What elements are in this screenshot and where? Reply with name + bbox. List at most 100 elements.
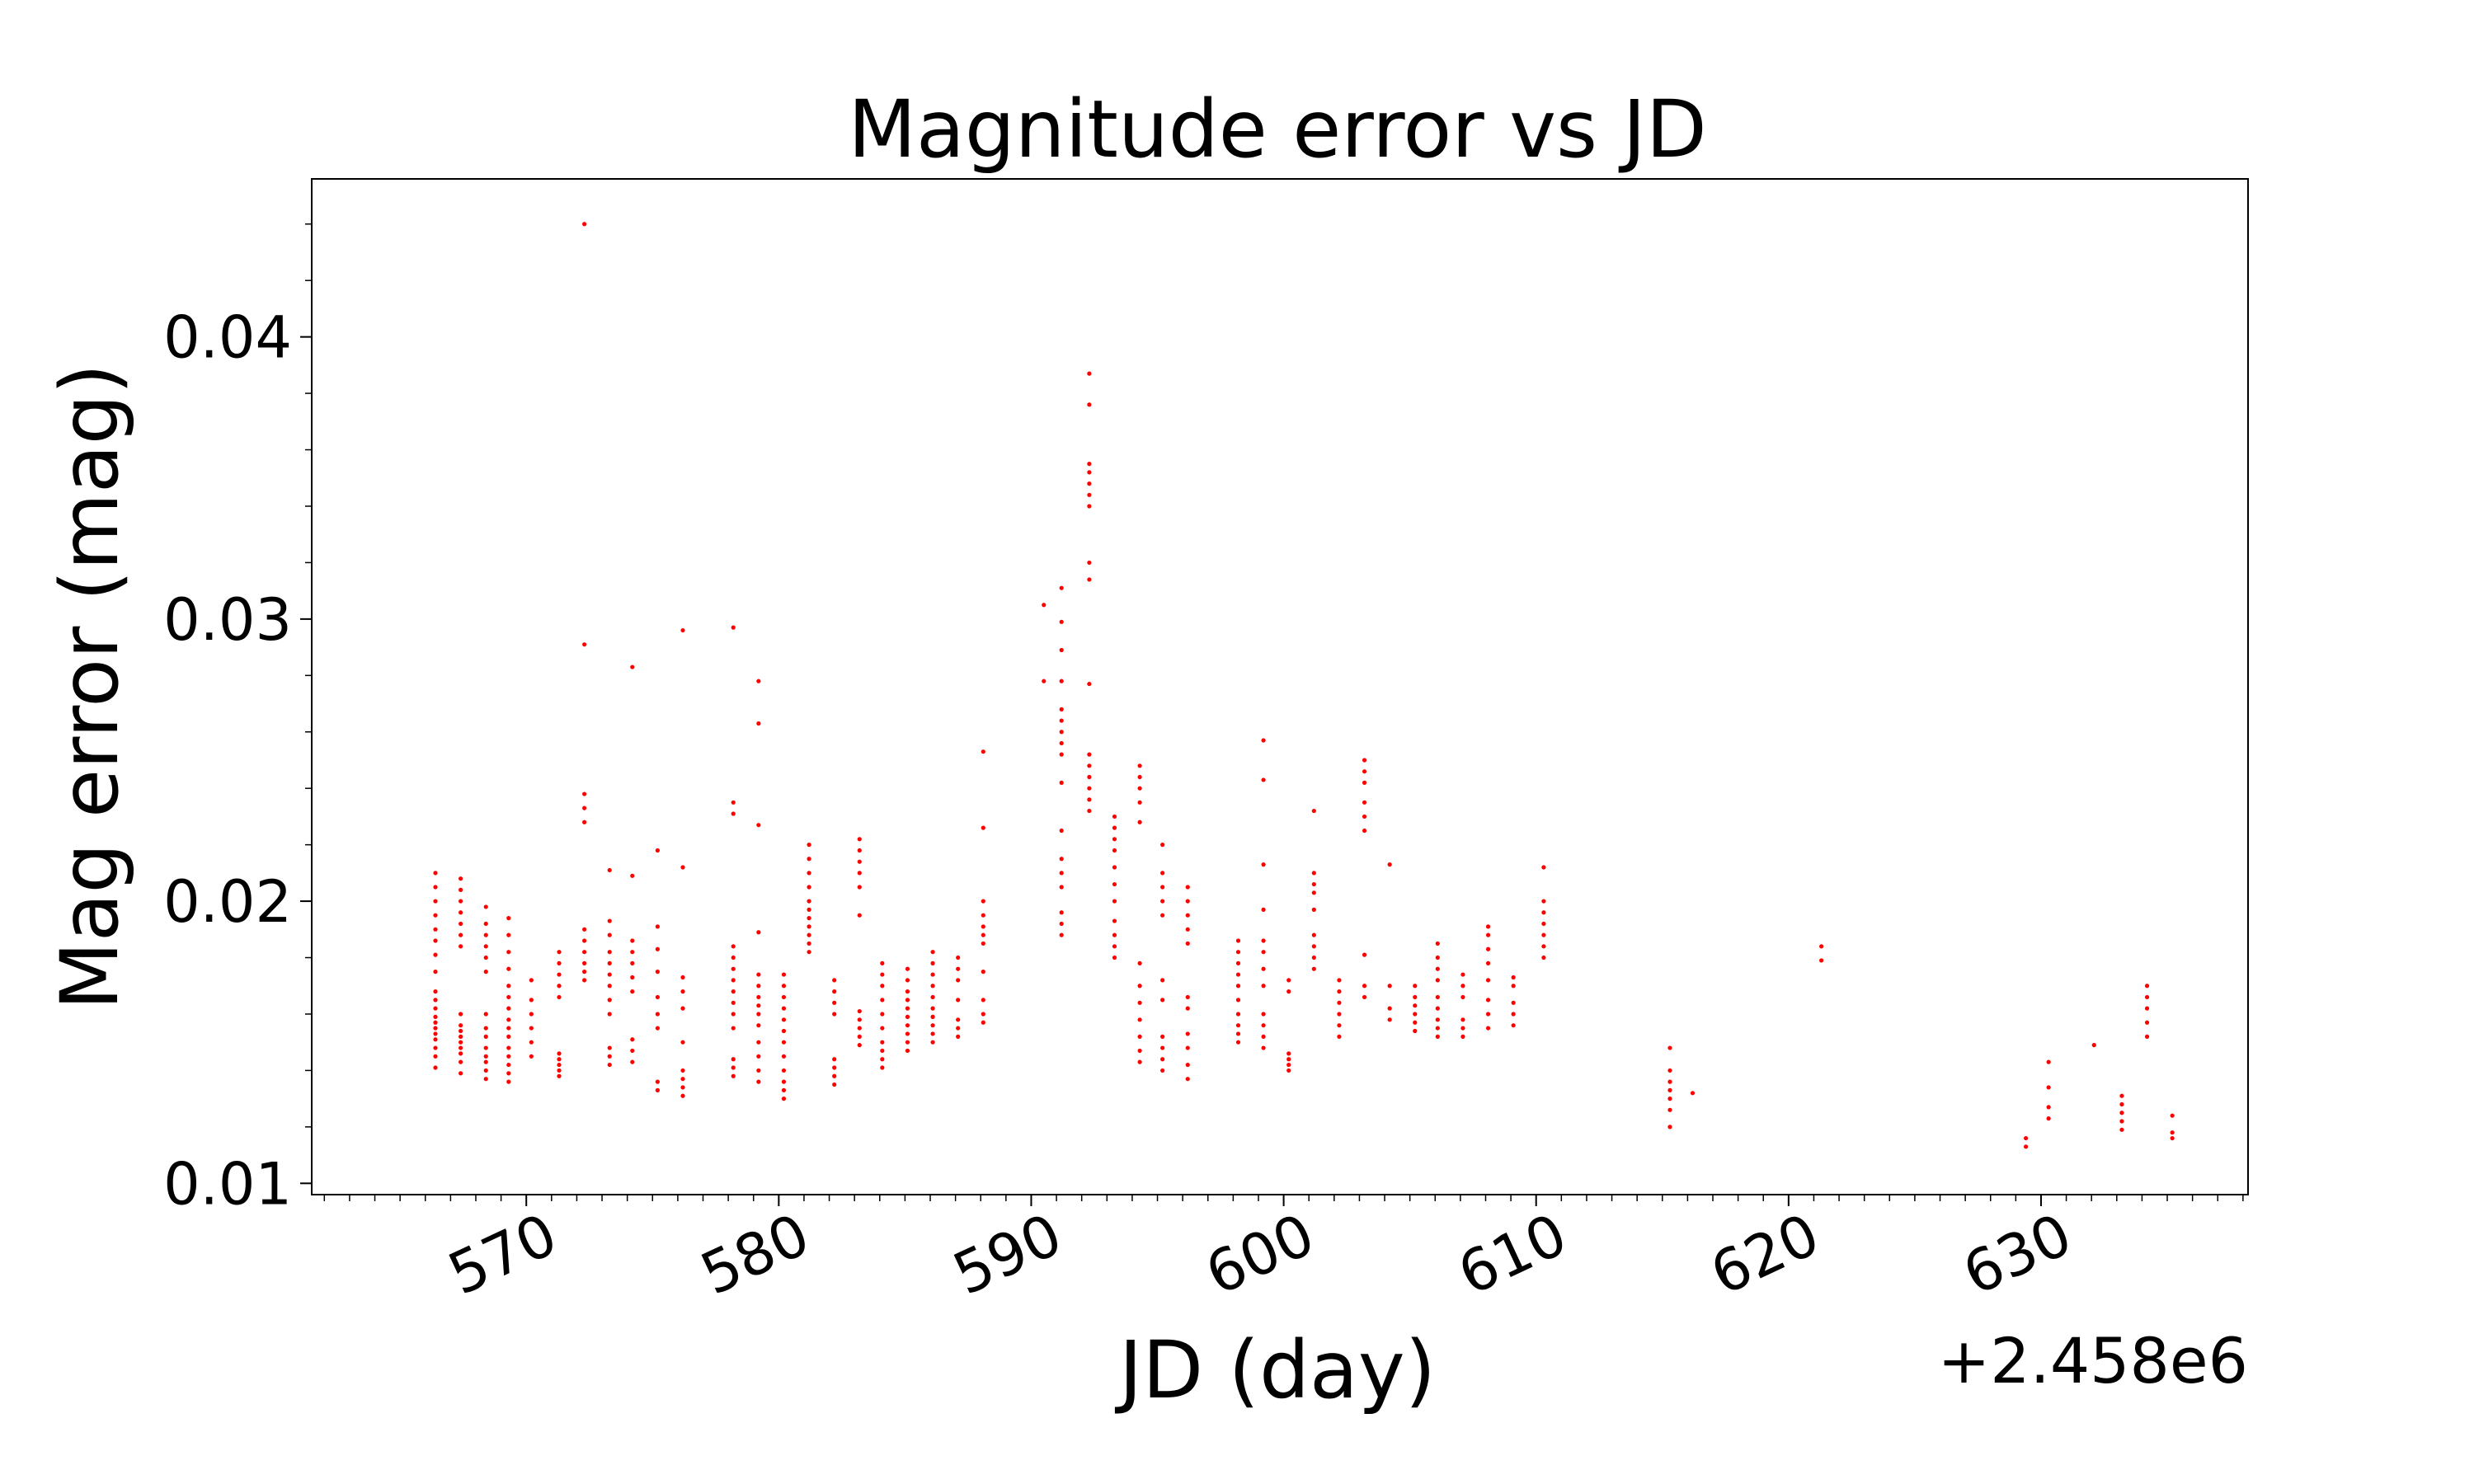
data-point	[433, 1014, 438, 1019]
data-point	[680, 1040, 685, 1045]
data-point	[956, 955, 961, 960]
data-point	[1042, 679, 1047, 683]
data-point	[880, 1026, 885, 1031]
data-point	[483, 904, 488, 909]
data-point	[1311, 966, 1316, 971]
data-point	[1690, 1091, 1696, 1096]
data-point	[1235, 1031, 1241, 1036]
data-point	[1485, 924, 1491, 929]
data-point	[1112, 837, 1117, 842]
data-point	[433, 927, 438, 932]
data-point	[1337, 1012, 1342, 1017]
data-point	[2144, 994, 2150, 1000]
data-point	[1541, 932, 1546, 937]
data-point	[756, 1068, 761, 1073]
data-point	[1087, 763, 1092, 768]
data-point	[1235, 984, 1241, 989]
data-point	[2119, 1101, 2124, 1107]
data-point	[557, 960, 562, 965]
data-point	[557, 1068, 562, 1073]
data-point	[1413, 1020, 1418, 1025]
data-point	[1362, 952, 1367, 957]
data-point	[1160, 998, 1165, 1003]
data-point	[1541, 955, 1546, 960]
data-point	[1460, 994, 1465, 1000]
data-point	[1261, 907, 1266, 912]
data-point	[506, 916, 511, 921]
data-point	[433, 952, 438, 957]
data-point	[1235, 950, 1241, 955]
data-point	[731, 1073, 736, 1078]
data-point	[807, 857, 811, 862]
data-point	[1112, 932, 1117, 937]
data-point	[630, 665, 635, 669]
data-point	[807, 916, 811, 921]
data-point	[2144, 1020, 2150, 1025]
data-point	[1137, 1017, 1142, 1022]
data-point	[781, 1068, 787, 1073]
data-point	[905, 998, 910, 1003]
data-point	[1311, 907, 1316, 912]
data-point	[1137, 819, 1142, 824]
data-point	[731, 811, 736, 816]
data-point	[582, 950, 587, 955]
data-point	[1112, 814, 1117, 819]
data-point	[1460, 972, 1465, 977]
data-point	[1185, 885, 1190, 890]
data-point	[680, 627, 685, 633]
data-point	[529, 1054, 534, 1059]
data-point	[1362, 780, 1367, 785]
data-point	[1087, 470, 1092, 475]
data-point	[756, 994, 761, 1000]
data-point	[483, 955, 488, 960]
data-point	[529, 1012, 534, 1017]
x-tick-label: 610	[1448, 1200, 1577, 1308]
data-point	[1112, 918, 1117, 923]
data-point	[930, 1014, 935, 1019]
y-tick-label: 0.04	[163, 304, 292, 372]
data-point	[832, 1057, 837, 1062]
data-point	[857, 871, 862, 876]
data-point	[731, 989, 736, 994]
data-point	[756, 972, 761, 977]
data-point	[781, 1017, 787, 1022]
data-point	[905, 1040, 910, 1045]
data-point	[607, 1045, 612, 1050]
data-point	[930, 984, 935, 989]
data-point	[582, 222, 587, 227]
data-point	[1137, 774, 1142, 780]
chart-title: Magnitude error vs JD	[848, 83, 1707, 176]
data-point	[731, 625, 736, 630]
data-point	[1160, 1068, 1165, 1073]
data-point	[459, 1059, 463, 1064]
data-point	[630, 960, 635, 965]
data-point	[655, 1012, 660, 1017]
data-point	[1137, 1000, 1142, 1005]
data-point	[956, 978, 961, 983]
data-point	[857, 1034, 862, 1039]
data-point	[506, 1054, 511, 1059]
data-point	[832, 1065, 837, 1070]
data-point	[680, 989, 685, 994]
data-point	[731, 966, 736, 971]
data-point	[1511, 1012, 1516, 1017]
data-point	[2144, 1034, 2150, 1039]
data-point	[880, 1012, 885, 1017]
data-point	[1511, 984, 1516, 989]
data-point	[1819, 944, 1824, 949]
data-point	[930, 1031, 935, 1036]
data-point	[1667, 1045, 1672, 1050]
data-point	[1435, 994, 1440, 1000]
data-point	[1185, 1062, 1190, 1068]
data-point	[1413, 1028, 1418, 1034]
data-point	[905, 1006, 910, 1011]
data-point	[756, 1023, 761, 1028]
data-point	[930, 960, 935, 965]
data-point	[582, 791, 587, 796]
data-point	[1235, 1040, 1241, 1045]
data-point	[1185, 994, 1190, 1000]
data-point	[459, 921, 463, 927]
data-point	[1485, 932, 1491, 937]
data-point	[2024, 1144, 2029, 1149]
